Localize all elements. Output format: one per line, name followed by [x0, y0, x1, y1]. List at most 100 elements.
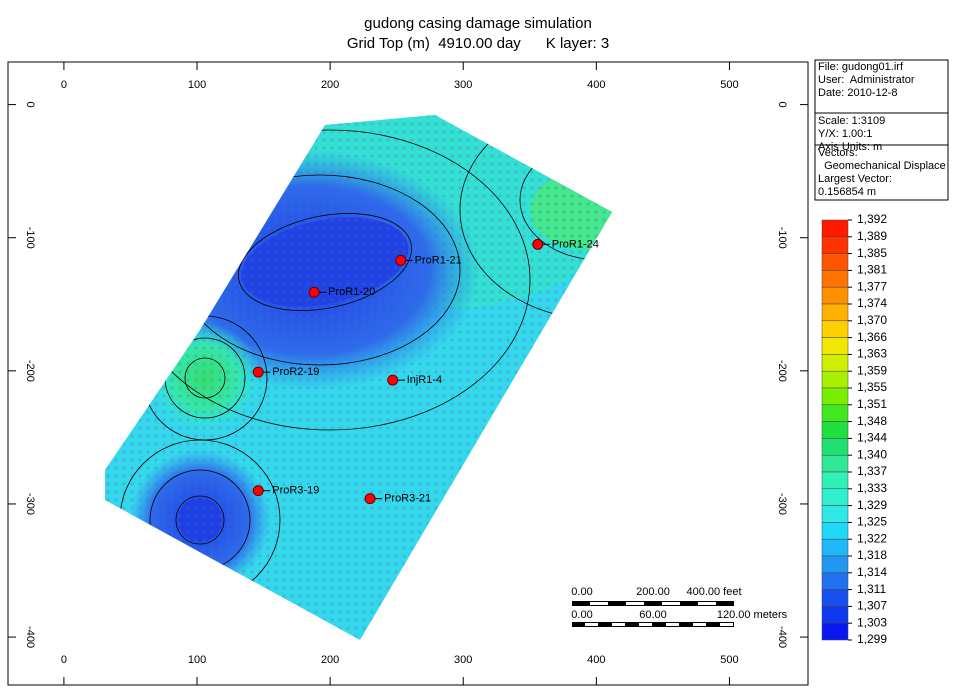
colorbar-label: 1,355	[857, 380, 887, 394]
colorbar-label: 1,374	[857, 296, 887, 310]
well	[364, 493, 376, 505]
scale-meters-label: 60.00	[639, 609, 667, 621]
y-tick-label: 0	[24, 102, 36, 108]
well-label: ProR3-19	[272, 485, 319, 497]
colorbar-label: 1,318	[857, 548, 887, 562]
x-tick-label: 100	[188, 654, 206, 666]
colorbar-label: 1,340	[857, 447, 887, 461]
x-tick-label: 300	[454, 654, 472, 666]
plot-frame	[7, 61, 809, 686]
scale-feet-label: 400.00 feet	[686, 586, 741, 598]
x-tick-label: 200	[321, 79, 339, 91]
colorbar-swatch	[821, 236, 849, 254]
field	[105, 115, 612, 640]
colorbar-swatch	[821, 538, 849, 557]
well	[387, 374, 399, 386]
y-tick-label: -100	[24, 227, 36, 249]
y-tick-label: -300	[776, 493, 788, 515]
colorbar-label: 1,337	[857, 464, 887, 478]
well-label: InjR1-4	[407, 374, 442, 386]
colorbar-label: 1,389	[857, 229, 887, 243]
colorbar-label: 1,314	[857, 565, 887, 579]
well	[252, 485, 264, 497]
colorbar-swatch	[821, 505, 849, 523]
colorbar-swatch	[821, 354, 849, 372]
colorbar-label: 1,351	[857, 397, 887, 411]
info-text: Geomechanical Displace	[818, 160, 946, 172]
colorbar-label: 1,303	[857, 615, 887, 629]
colorbar-label: 1,325	[857, 515, 887, 529]
colorbar-swatch	[821, 320, 849, 338]
y-tick-label: -400	[24, 626, 36, 648]
x-tick-label: 0	[61, 79, 67, 91]
x-tick-label: 400	[587, 79, 605, 91]
colorbar-label: 1,392	[857, 212, 887, 226]
info-text: Axis Units: m	[818, 141, 882, 153]
colorbar-label: 1,299	[857, 632, 887, 646]
colorbar-swatch	[821, 454, 849, 473]
info-text: Y/X: 1.00:1	[818, 128, 872, 140]
well-label: ProR1-24	[552, 238, 599, 250]
colorbar-label: 1,377	[857, 279, 887, 293]
x-tick-label: 500	[720, 79, 738, 91]
well	[532, 238, 544, 250]
colorbar-swatch	[821, 471, 849, 490]
colorbar-swatch	[821, 522, 849, 540]
x-tick-label: 300	[454, 79, 472, 91]
well-label: ProR1-21	[415, 254, 462, 266]
chart-title: gudong casing damage simulation	[364, 15, 592, 32]
scale-feet-label: 200.00	[636, 586, 670, 598]
colorbar-swatch	[821, 589, 849, 607]
colorbar-label: 1,307	[857, 599, 887, 613]
info-text: 0.156854 m	[818, 186, 876, 198]
x-tick-label: 0	[61, 654, 67, 666]
colorbar-swatch	[821, 572, 849, 590]
colorbar-swatch	[821, 404, 849, 422]
colorbar-swatch	[821, 286, 849, 305]
x-tick-label: 100	[188, 79, 206, 91]
x-tick-label: 400	[587, 654, 605, 666]
info-text: Scale: 1:3109	[818, 115, 885, 127]
well-label: ProR1-20	[328, 286, 375, 298]
colorbar-swatch	[821, 387, 849, 406]
y-tick-label: -100	[776, 227, 788, 249]
colorbar-label: 1,333	[857, 481, 887, 495]
y-tick-label: -400	[776, 626, 788, 648]
colorbar-swatch	[821, 370, 849, 389]
colorbar-swatch	[821, 622, 849, 641]
colorbar-swatch	[821, 303, 849, 322]
colorbar-label: 1,385	[857, 246, 887, 260]
info-text: User: Administrator	[818, 74, 915, 86]
y-tick-label: -200	[24, 360, 36, 382]
colorbar-swatch	[821, 438, 849, 456]
colorbar-swatch	[821, 488, 849, 506]
chart-subtitle: Grid Top (m) 4910.00 day K layer: 3	[347, 35, 609, 52]
scale-meters-label: 120.00 meters	[717, 609, 788, 621]
scale-feet-label: 0.00	[571, 586, 592, 598]
well	[395, 254, 407, 266]
colorbar-swatch	[821, 337, 849, 355]
colorbar-label: 1,359	[857, 363, 887, 377]
scale-meters-label: 0.00	[571, 609, 592, 621]
colorbar-label: 1,370	[857, 313, 887, 327]
y-tick-label: -300	[24, 493, 36, 515]
colorbar-swatch	[821, 421, 849, 439]
colorbar-swatch	[821, 219, 849, 238]
colorbar-label: 1,344	[857, 431, 887, 445]
well-label: ProR3-21	[384, 493, 431, 505]
well	[252, 366, 264, 378]
well-label: ProR2-19	[272, 366, 319, 378]
x-tick-label: 200	[321, 654, 339, 666]
colorbar-swatch	[821, 606, 849, 624]
colorbar-label: 1,329	[857, 498, 887, 512]
colorbar-label: 1,381	[857, 263, 887, 277]
info-text: File: gudong01.irf	[818, 61, 904, 73]
colorbar-label: 1,366	[857, 330, 887, 344]
colorbar-swatch	[821, 253, 849, 271]
well	[308, 286, 320, 298]
y-tick-label: -200	[776, 360, 788, 382]
x-tick-label: 500	[720, 654, 738, 666]
colorbar-swatch	[821, 555, 849, 574]
info-text: Vectors:	[818, 147, 858, 159]
